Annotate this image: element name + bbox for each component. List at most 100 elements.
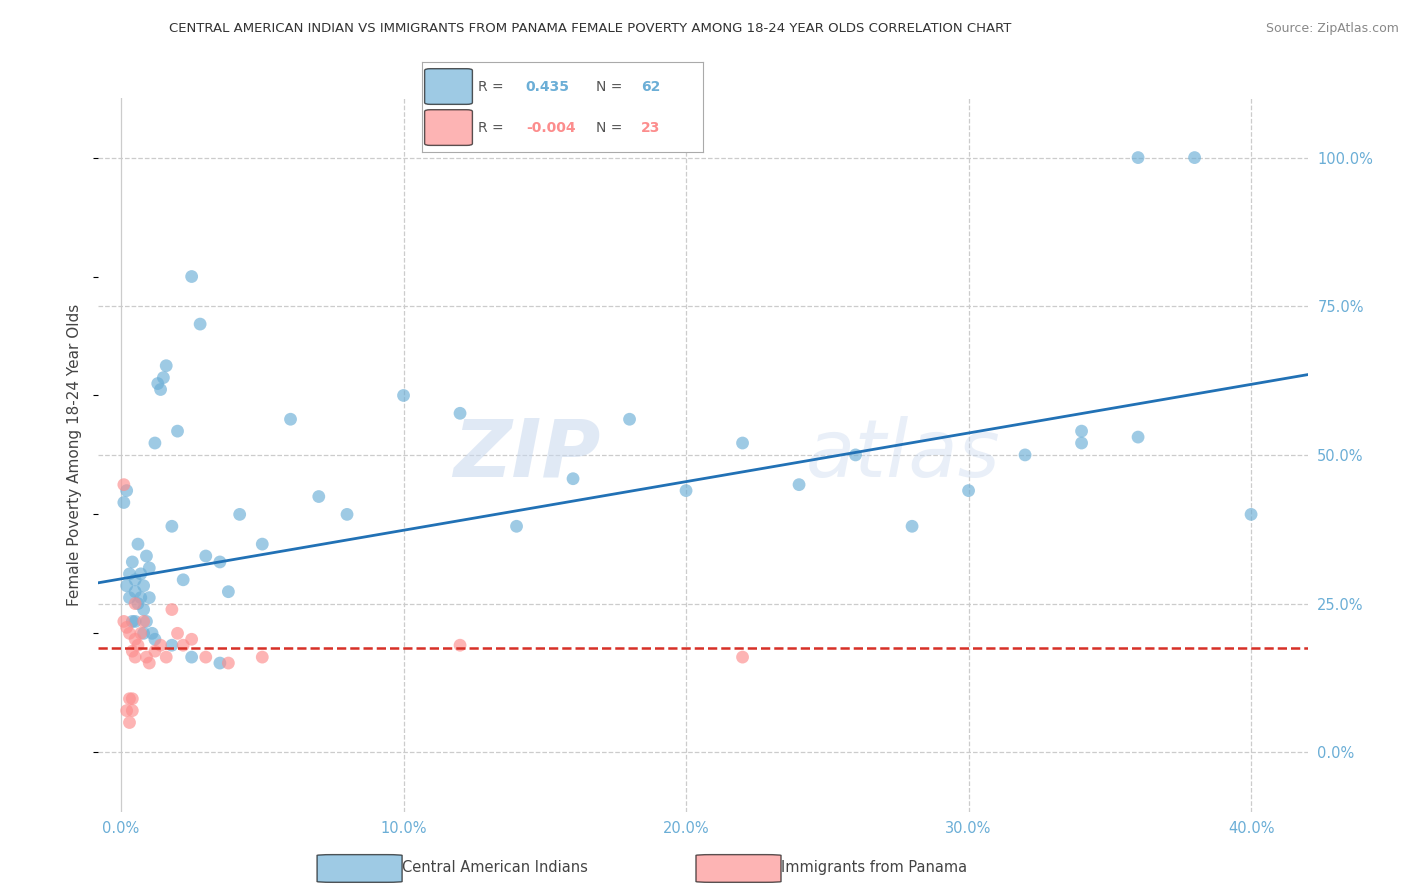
Point: [166, 626, 188, 640]
Point: [194, 650, 217, 665]
Point: [129, 566, 152, 581]
Point: [280, 412, 302, 426]
Point: [135, 549, 157, 563]
Text: -0.004: -0.004: [526, 120, 575, 135]
FancyBboxPatch shape: [425, 110, 472, 145]
Point: [449, 638, 471, 652]
Point: [143, 436, 166, 450]
Point: [731, 436, 754, 450]
Point: [217, 584, 239, 599]
Point: [129, 591, 152, 605]
Point: [127, 537, 149, 551]
Point: [112, 477, 135, 491]
Point: [619, 412, 641, 426]
Point: [121, 704, 143, 718]
Point: [957, 483, 980, 498]
Point: [135, 615, 157, 629]
FancyBboxPatch shape: [318, 855, 402, 882]
Point: [152, 370, 174, 384]
Point: [1070, 424, 1092, 438]
Point: [121, 615, 143, 629]
Text: atlas: atlas: [806, 416, 1001, 494]
Point: [180, 269, 202, 284]
Point: [132, 615, 155, 629]
Point: [124, 573, 146, 587]
Text: Central American Indians: Central American Indians: [402, 860, 588, 875]
Point: [124, 650, 146, 665]
Point: [228, 508, 250, 522]
Point: [562, 472, 585, 486]
Point: [118, 566, 141, 581]
Point: [160, 519, 183, 533]
Text: Source: ZipAtlas.com: Source: ZipAtlas.com: [1265, 22, 1399, 36]
Point: [1240, 508, 1263, 522]
Point: [217, 656, 239, 670]
Point: [160, 602, 183, 616]
Text: R =: R =: [478, 79, 503, 94]
Point: [132, 602, 155, 616]
Y-axis label: Female Poverty Among 18-24 Year Olds: Female Poverty Among 18-24 Year Olds: [67, 304, 83, 606]
Point: [731, 650, 754, 665]
Point: [115, 704, 138, 718]
Point: [449, 406, 471, 420]
Point: [1184, 151, 1206, 165]
Point: [129, 626, 152, 640]
Point: [121, 691, 143, 706]
Point: [132, 626, 155, 640]
Point: [1126, 430, 1149, 444]
Point: [127, 597, 149, 611]
Point: [138, 656, 160, 670]
Point: [124, 615, 146, 629]
Point: [208, 555, 231, 569]
Point: [143, 644, 166, 658]
Point: [118, 591, 141, 605]
Point: [392, 388, 415, 402]
Point: [1126, 151, 1149, 165]
Point: [166, 424, 188, 438]
Text: N =: N =: [596, 120, 623, 135]
Point: [194, 549, 217, 563]
Point: [308, 490, 330, 504]
Point: [155, 359, 177, 373]
Point: [505, 519, 527, 533]
Point: [149, 383, 172, 397]
Point: [675, 483, 697, 498]
Text: 0.435: 0.435: [526, 79, 569, 94]
Point: [124, 597, 146, 611]
Point: [155, 650, 177, 665]
Point: [132, 579, 155, 593]
Text: CENTRAL AMERICAN INDIAN VS IMMIGRANTS FROM PANAMA FEMALE POVERTY AMONG 18-24 YEA: CENTRAL AMERICAN INDIAN VS IMMIGRANTS FR…: [169, 22, 1012, 36]
Text: N =: N =: [596, 79, 623, 94]
Point: [112, 615, 135, 629]
Point: [118, 715, 141, 730]
Point: [138, 561, 160, 575]
Point: [252, 650, 274, 665]
Point: [180, 650, 202, 665]
FancyBboxPatch shape: [696, 855, 782, 882]
Point: [149, 638, 172, 652]
Point: [160, 638, 183, 652]
Text: ZIP: ZIP: [453, 416, 600, 494]
Point: [121, 644, 143, 658]
Point: [124, 584, 146, 599]
Point: [118, 626, 141, 640]
Point: [180, 632, 202, 647]
Point: [146, 376, 169, 391]
Point: [115, 579, 138, 593]
Point: [172, 638, 194, 652]
Point: [787, 477, 810, 491]
Text: Immigrants from Panama: Immigrants from Panama: [782, 860, 967, 875]
Point: [112, 495, 135, 509]
FancyBboxPatch shape: [425, 69, 472, 104]
Point: [901, 519, 924, 533]
Point: [845, 448, 868, 462]
Point: [121, 555, 143, 569]
Point: [172, 573, 194, 587]
Text: 62: 62: [641, 79, 661, 94]
Point: [115, 483, 138, 498]
Point: [336, 508, 359, 522]
Point: [127, 638, 149, 652]
Point: [138, 591, 160, 605]
Point: [252, 537, 274, 551]
Text: 23: 23: [641, 120, 661, 135]
